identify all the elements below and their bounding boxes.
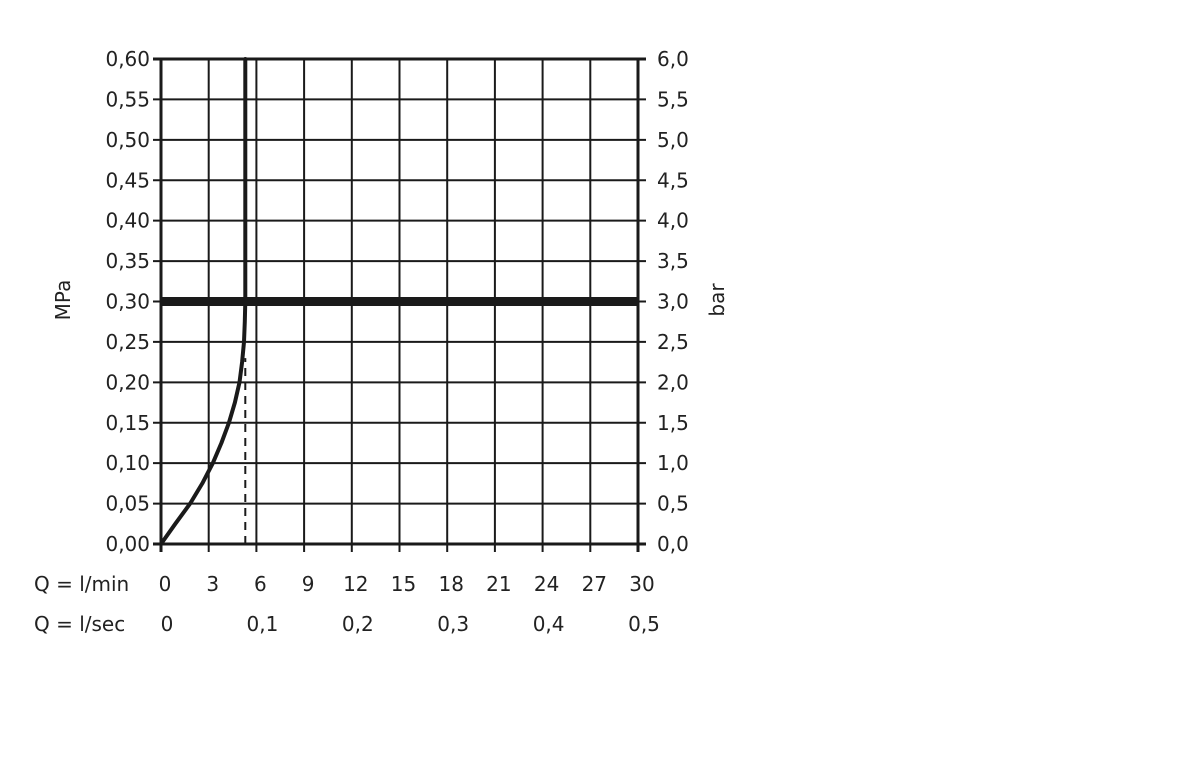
x-secondary-tick-label: 0,3 (437, 612, 469, 636)
y-left-tick-label: 0,00 (105, 532, 150, 556)
x-primary-tick-label: 21 (486, 572, 511, 596)
y-right-tick-label: 5,0 (657, 128, 689, 152)
tick-labels: 0,00 0,00,05 0,50,10 1,00,15 1,50,20 2,00,25 2… (105, 47, 688, 636)
y-left-tick-label: 0,50 (105, 128, 150, 152)
x-primary-tick-label: 15 (391, 572, 416, 596)
y-right-tick-label: 1,0 (657, 451, 689, 475)
y-left-tick-label: 0,30 (105, 290, 150, 314)
x-secondary-tick-label: 0 (161, 612, 174, 636)
y-right-tick-label: 2,0 (657, 370, 689, 394)
x-primary-tick-label: 3 (206, 572, 219, 596)
y-right-axis-label: bar (705, 283, 729, 317)
y-right-tick-label: 6,0 (657, 47, 689, 71)
x-primary-tick-label: 9 (302, 572, 315, 596)
y-left-tick-label: 0,15 (105, 411, 150, 435)
y-left-tick-label: 0,45 (105, 168, 150, 192)
y-right-tick-label: 3,5 (657, 249, 689, 273)
y-left-tick-label: 0,20 (105, 370, 150, 394)
y-left-tick-label: 0,10 (105, 451, 150, 475)
y-left-tick-label: 0,35 (105, 249, 150, 273)
x-secondary-tick-label: 0,2 (342, 612, 374, 636)
x-primary-tick-label: 6 (254, 572, 267, 596)
x-secondary-axis-label: Q = l/sec (34, 612, 125, 636)
y-left-tick-label: 0,55 (105, 87, 150, 111)
y-right-tick-label: 2,5 (657, 330, 689, 354)
x-primary-tick-label: 12 (343, 572, 368, 596)
y-left-tick-label: 0,25 (105, 330, 150, 354)
y-right-tick-label: 5,5 (657, 87, 689, 111)
y-left-axis-label: MPa (51, 280, 75, 321)
series-layer (159, 57, 638, 546)
x-primary-axis-label: Q = l/min (34, 572, 129, 596)
y-left-tick-label: 0,60 (105, 47, 150, 71)
x-primary-tick-label: 24 (534, 572, 559, 596)
y-right-tick-label: 1,5 (657, 411, 689, 435)
x-primary-tick-label: 18 (438, 572, 463, 596)
y-right-tick-label: 0,5 (657, 492, 689, 516)
y-left-tick-label: 0,05 (105, 492, 150, 516)
y-right-tick-label: 0,0 (657, 532, 689, 556)
x-secondary-tick-label: 0,5 (628, 612, 660, 636)
flow-curve (159, 57, 248, 546)
y-right-tick-label: 4,5 (657, 168, 689, 192)
x-secondary-tick-label: 0,1 (246, 612, 278, 636)
x-primary-tick-label: 27 (582, 572, 607, 596)
x-secondary-tick-label: 0,4 (533, 612, 565, 636)
y-right-tick-label: 4,0 (657, 209, 689, 233)
x-primary-tick-label: 30 (629, 572, 654, 596)
x-primary-tick-label: 0 (159, 572, 172, 596)
y-right-tick-label: 3,0 (657, 290, 689, 314)
y-left-tick-label: 0,40 (105, 209, 150, 233)
